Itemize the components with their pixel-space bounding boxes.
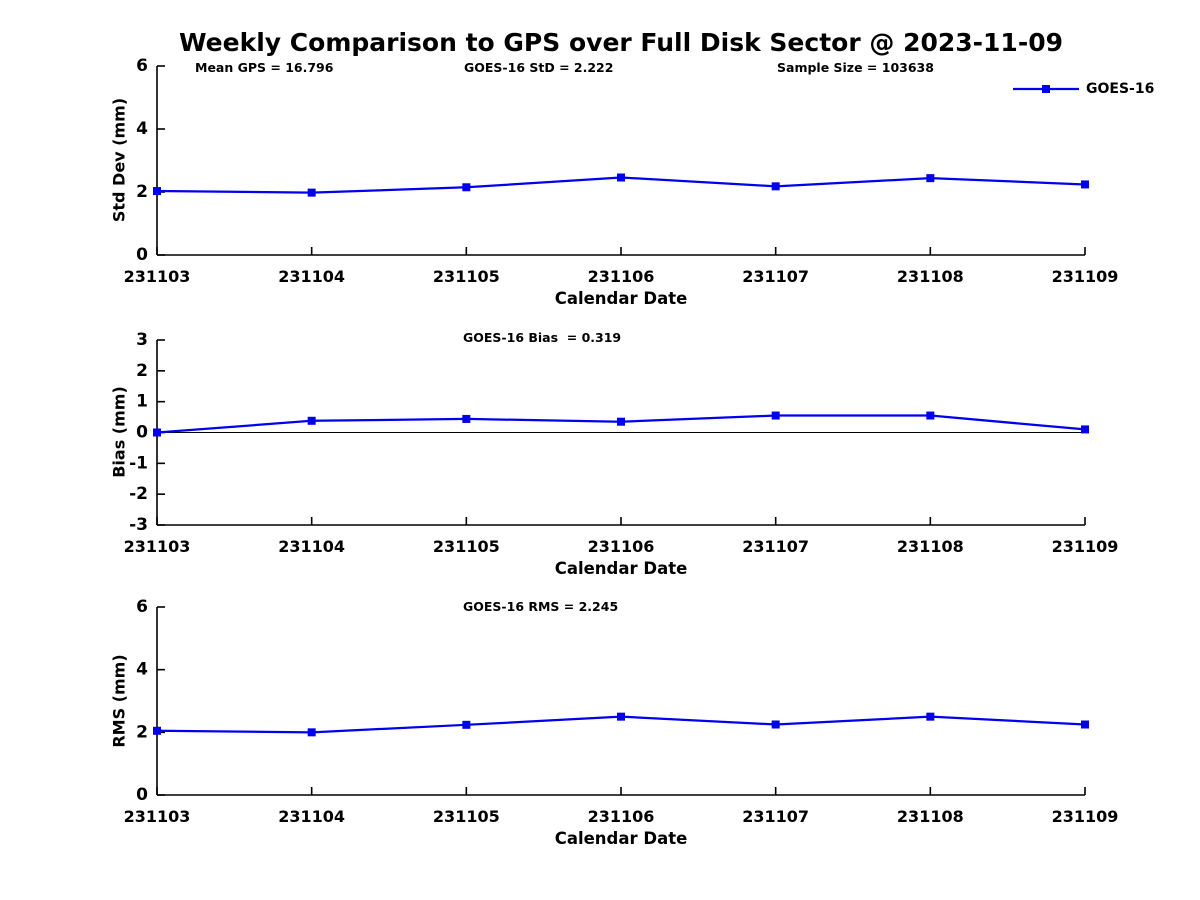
series-marker xyxy=(926,174,935,183)
series-marker xyxy=(1081,720,1089,729)
series-marker xyxy=(926,411,935,420)
series-marker xyxy=(617,417,625,426)
xlabel-calendar-date-1: Calendar Date xyxy=(554,289,688,308)
x-tick-label: 231105 xyxy=(433,537,500,556)
series-marker xyxy=(617,173,625,182)
annotation-goes16-std: GOES-16 StD = 2.222 xyxy=(464,60,614,75)
ylabel-rms: RMS (mm) xyxy=(109,654,129,748)
series-marker xyxy=(307,416,316,425)
series-marker xyxy=(771,411,780,420)
x-tick-label: 231107 xyxy=(742,267,809,286)
y-tick-label: 2 xyxy=(136,722,148,742)
series-marker xyxy=(771,182,780,191)
x-tick-label: 231105 xyxy=(433,807,500,826)
y-tick-label: 4 xyxy=(136,119,148,139)
ylabel-bias: Bias (mm) xyxy=(109,386,129,478)
series-marker xyxy=(462,414,471,423)
series-marker xyxy=(771,720,780,729)
legend-marker-sample xyxy=(1042,85,1050,93)
y-tick-label: 3 xyxy=(136,330,148,350)
series-marker xyxy=(462,720,471,729)
y-tick-label: 6 xyxy=(136,56,148,76)
x-tick-label: 231106 xyxy=(588,807,655,826)
figure-title: Weekly Comparison to GPS over Full Disk … xyxy=(179,28,1063,57)
xlabel-calendar-date-3: Calendar Date xyxy=(554,829,688,848)
x-tick-label: 231103 xyxy=(124,267,191,286)
series-marker xyxy=(307,728,316,737)
x-tick-label: 231108 xyxy=(897,267,964,286)
x-tick-label: 231109 xyxy=(1052,267,1119,286)
series-marker xyxy=(307,188,316,197)
x-tick-label: 231109 xyxy=(1052,807,1119,826)
y-tick-label: 1 xyxy=(136,392,148,412)
x-tick-label: 231108 xyxy=(897,807,964,826)
annotation-mean-gps: Mean GPS = 16.796 xyxy=(195,60,334,75)
y-tick-label: -1 xyxy=(129,453,148,473)
subplot-rms-title: GOES-16 RMS = 2.245 xyxy=(463,599,619,614)
x-tick-label: 231107 xyxy=(742,537,809,556)
series-marker xyxy=(153,187,161,196)
y-tick-label: 0 xyxy=(136,423,148,443)
y-tick-label: -2 xyxy=(129,484,148,504)
series-marker xyxy=(153,428,161,437)
series-marker xyxy=(462,183,471,192)
series-marker xyxy=(617,712,625,721)
x-tick-label: 231104 xyxy=(278,807,345,826)
y-tick-label: 2 xyxy=(136,361,148,381)
xlabel-calendar-date-2: Calendar Date xyxy=(554,559,688,578)
x-tick-label: 231108 xyxy=(897,537,964,556)
y-tick-label: 0 xyxy=(136,785,148,805)
x-tick-label: 231104 xyxy=(278,537,345,556)
annotation-sample-size: Sample Size = 103638 xyxy=(777,60,934,75)
subplot-bias-title: GOES-16 Bias = 0.319 xyxy=(463,330,622,345)
y-tick-label: 0 xyxy=(136,245,148,265)
series-marker xyxy=(926,712,935,721)
y-tick-label: 2 xyxy=(136,182,148,202)
x-tick-label: 231105 xyxy=(433,267,500,286)
x-tick-label: 231103 xyxy=(124,807,191,826)
series-marker xyxy=(153,726,161,735)
x-tick-label: 231106 xyxy=(588,267,655,286)
x-tick-label: 231103 xyxy=(124,537,191,556)
series-marker xyxy=(1081,180,1089,189)
y-tick-label: -3 xyxy=(129,515,148,535)
y-tick-label: 4 xyxy=(136,660,148,680)
x-tick-label: 231109 xyxy=(1052,537,1119,556)
legend-label-goes16: GOES-16 xyxy=(1086,81,1155,97)
x-tick-label: 231107 xyxy=(742,807,809,826)
x-tick-label: 231106 xyxy=(588,537,655,556)
x-tick-label: 231104 xyxy=(278,267,345,286)
series-marker xyxy=(1081,425,1089,434)
ylabel-std-dev: Std Dev (mm) xyxy=(109,97,129,223)
y-tick-label: 6 xyxy=(136,597,148,617)
